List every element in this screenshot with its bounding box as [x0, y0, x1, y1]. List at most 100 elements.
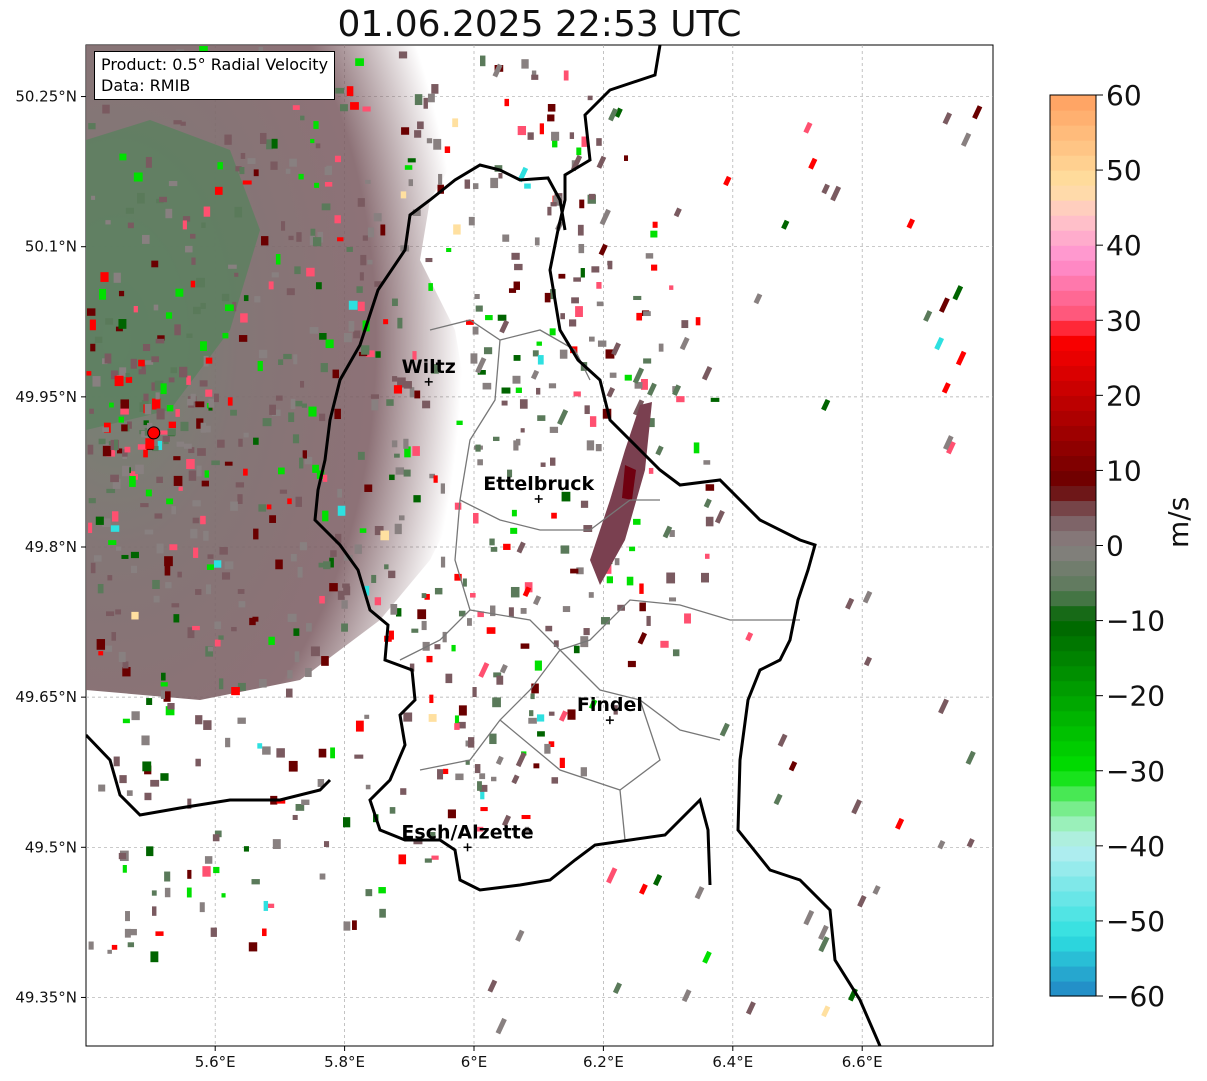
velocity-pixel	[275, 254, 281, 265]
velocity-pixel	[639, 883, 648, 895]
velocity-pixel	[577, 224, 584, 236]
velocity-pixel	[98, 784, 106, 792]
velocity-pixel	[516, 541, 526, 554]
colorbar-step	[1050, 695, 1096, 712]
info-box: Product: 0.5° Radial Velocity Data: RMIB	[94, 51, 336, 100]
velocity-pixel	[444, 146, 451, 153]
velocity-pixel	[325, 339, 334, 349]
velocity-pixel	[482, 382, 492, 390]
velocity-pixel	[511, 774, 520, 785]
velocity-pixel	[211, 460, 220, 466]
colorbar-step	[1050, 590, 1096, 607]
velocity-pixel	[190, 233, 196, 239]
velocity-pixel	[141, 735, 150, 746]
velocity-pixel	[357, 301, 365, 312]
velocity-pixel	[705, 516, 714, 527]
velocity-pixel	[403, 438, 409, 449]
data-source-label: Data: RMIB	[101, 76, 191, 95]
velocity-pixel	[492, 436, 500, 442]
velocity-pixel	[324, 181, 333, 187]
radar-site-marker	[147, 426, 161, 440]
velocity-pixel	[330, 550, 337, 557]
velocity-pixel	[318, 748, 327, 758]
velocity-pixel	[534, 660, 542, 671]
velocity-pixel	[121, 554, 129, 559]
lat-tick-label: 49.8°N	[25, 538, 77, 556]
velocity-pixel	[367, 227, 375, 238]
velocity-pixel	[701, 366, 713, 381]
velocity-pixel	[151, 445, 159, 452]
velocity-pixel	[231, 626, 237, 632]
velocity-pixel	[139, 402, 147, 412]
luxembourg-border	[86, 45, 882, 1046]
velocity-pixel	[107, 949, 112, 954]
colorbar-step	[1050, 425, 1096, 441]
velocity-pixel	[803, 909, 815, 926]
colorbar-tick-label: −50	[1106, 905, 1165, 938]
velocity-pixel	[580, 767, 587, 777]
velocity-pixel	[579, 199, 585, 209]
colorbar-step	[1050, 905, 1096, 922]
colorbar-step	[1050, 605, 1096, 622]
velocity-pixel	[320, 363, 328, 373]
velocity-pixel	[130, 551, 139, 559]
velocity-pixel	[102, 427, 109, 433]
velocity-pixel	[319, 333, 327, 340]
velocity-pixel	[138, 359, 145, 367]
velocity-pixel	[681, 320, 689, 329]
velocity-pixel	[613, 705, 618, 715]
velocity-pixel	[442, 631, 447, 643]
velocity-pixel	[270, 161, 278, 170]
velocity-pixel	[153, 595, 160, 603]
storm-core	[622, 465, 636, 500]
velocity-pixel	[224, 134, 232, 145]
velocity-pixel	[478, 662, 490, 678]
velocity-pixel	[214, 830, 222, 838]
velocity-pixel	[587, 95, 593, 101]
velocity-pixel	[219, 546, 228, 555]
velocity-pixel	[487, 979, 498, 993]
velocity-pixel	[126, 790, 133, 796]
velocity-pixel	[276, 748, 285, 758]
velocity-pixel	[375, 351, 381, 358]
velocity-pixel	[515, 387, 522, 393]
velocity-pixel	[501, 400, 508, 406]
velocity-pixel	[710, 397, 720, 402]
velocity-pixel	[301, 799, 310, 806]
velocity-pixel	[474, 764, 481, 774]
velocity-pixel	[627, 660, 636, 668]
velocity-pixel	[440, 483, 445, 494]
velocity-pixel	[129, 928, 137, 936]
velocity-pixel	[440, 556, 446, 568]
velocity-pixel	[178, 486, 183, 491]
velocity-pixel	[309, 235, 315, 246]
velocity-pixel	[408, 179, 413, 187]
velocity-pixel	[380, 530, 390, 541]
velocity-pixel	[946, 441, 956, 455]
colorbar-step	[1050, 560, 1096, 577]
velocity-pixel	[118, 852, 127, 860]
velocity-pixel	[113, 756, 120, 767]
velocity-pixel	[314, 182, 320, 188]
velocity-pixel	[648, 467, 654, 474]
velocity-pixel	[203, 206, 211, 217]
velocity-pixel	[650, 230, 658, 238]
velocity-pixel	[669, 530, 675, 537]
velocity-pixel	[693, 442, 700, 454]
velocity-pixel	[322, 474, 328, 482]
velocity-pixel	[317, 779, 325, 787]
velocity-pixel	[395, 608, 402, 617]
velocity-pixel	[230, 501, 238, 511]
velocity-pixel	[94, 336, 103, 343]
colorbar-step	[1050, 230, 1096, 246]
velocity-pixel	[409, 663, 415, 672]
velocity-pixel	[421, 593, 427, 599]
velocity-pixel	[524, 183, 531, 189]
velocity-pixel	[378, 887, 386, 894]
velocity-pixel	[300, 115, 305, 121]
velocity-pixel	[391, 298, 398, 307]
velocity-pixel	[199, 380, 208, 387]
colorbar-step	[1050, 725, 1096, 742]
velocity-pixel	[536, 387, 541, 395]
